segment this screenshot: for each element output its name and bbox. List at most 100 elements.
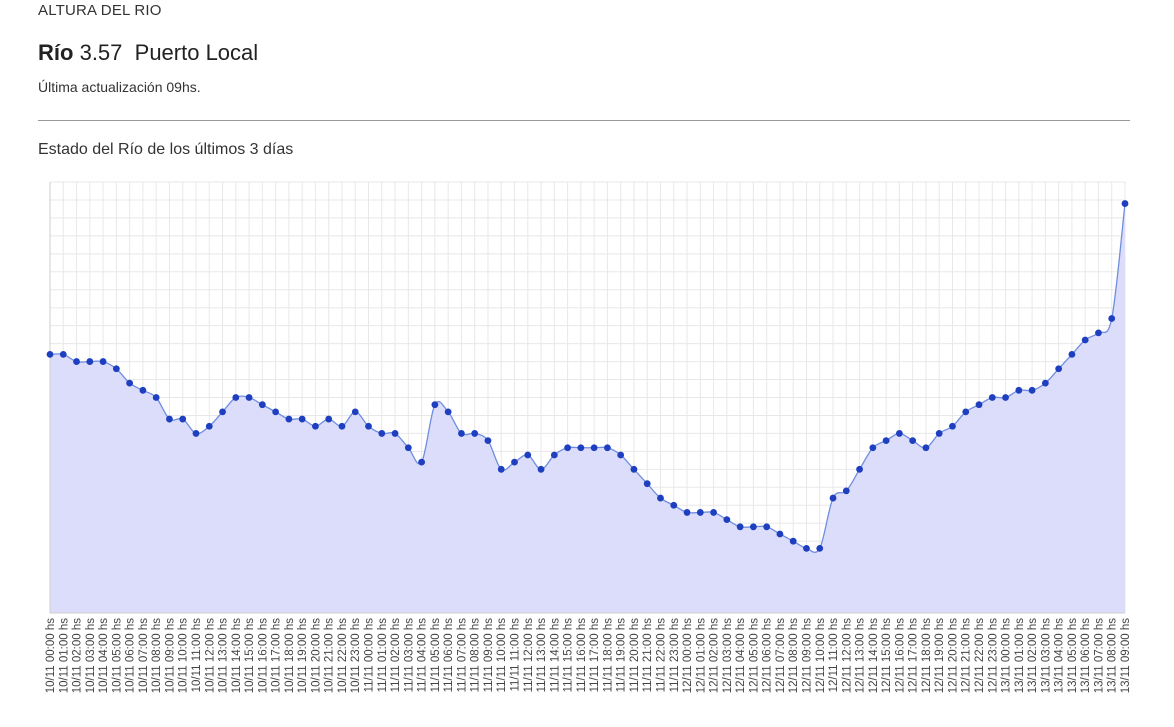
x-tick-label: 12/11 09:00 hs	[801, 618, 813, 693]
data-point	[617, 451, 625, 459]
x-tick-label: 10/11 12:00 hs	[204, 618, 216, 693]
data-point	[298, 415, 306, 423]
data-point	[232, 394, 240, 401]
x-tick-label: 13/11 09:00 hs	[1120, 618, 1132, 693]
x-tick-label: 11/11 04:00 hs	[417, 618, 429, 693]
river-label: Río	[38, 40, 74, 65]
x-tick-label: 13/11 03:00 hs	[1040, 618, 1052, 693]
x-tick-label: 12/11 17:00 hs	[908, 618, 920, 693]
x-tick-label: 13/11 06:00 hs	[1080, 618, 1092, 693]
data-point	[803, 544, 810, 552]
data-point	[1108, 315, 1116, 322]
x-tick-label: 12/11 18:00 hs	[921, 618, 933, 693]
x-tick-label: 10/11 17:00 hs	[271, 618, 283, 693]
x-tick-label: 11/11 11:00 hs	[510, 618, 522, 692]
x-tick-label: 10/11 18:00 hs	[284, 618, 296, 693]
data-point	[670, 501, 678, 509]
x-tick-label: 13/11 07:00 hs	[1093, 618, 1105, 693]
x-tick-label: 11/11 01:00 hs	[377, 618, 389, 693]
data-point	[988, 394, 996, 401]
data-point	[418, 458, 426, 466]
data-point	[179, 415, 187, 423]
data-point	[869, 444, 877, 452]
area-fill	[50, 203, 1125, 614]
data-point	[949, 422, 956, 430]
data-point	[152, 394, 160, 401]
data-point	[736, 523, 744, 531]
river-location: Puerto Local	[134, 40, 259, 65]
river-level-headline: Río 3.57 Puerto Local	[38, 40, 258, 66]
x-tick-label: 11/11 22:00 hs	[655, 618, 667, 693]
data-point	[604, 444, 611, 452]
x-tick-label: 12/11 23:00 hs	[987, 618, 999, 693]
data-point	[909, 437, 917, 444]
data-point	[126, 379, 134, 387]
x-tick-label: 13/11 00:00 hs	[1001, 618, 1013, 693]
data-point	[683, 509, 691, 516]
data-point	[564, 444, 571, 452]
data-point	[962, 408, 970, 416]
data-point	[816, 544, 824, 552]
data-point	[312, 422, 319, 430]
x-tick-label: 12/11 21:00 hs	[961, 618, 973, 693]
x-tick-label: 10/11 09:00 hs	[164, 618, 176, 693]
x-tick-label: 10/11 19:00 hs	[297, 618, 309, 693]
x-tick-label: 12/11 13:00 hs	[855, 618, 867, 693]
data-point	[511, 458, 518, 466]
section-label: ALTURA DEL RIO	[38, 2, 162, 19]
x-tick-label: 10/11 11:00 hs	[191, 618, 203, 693]
x-tick-label: 12/11 07:00 hs	[775, 618, 787, 693]
x-tick-label: 10/11 00:00 hs	[45, 618, 57, 693]
x-tick-label: 10/11 03:00 hs	[85, 618, 97, 693]
x-tick-label: 10/11 16:00 hs	[257, 618, 269, 693]
x-tick-label: 11/11 17:00 hs	[589, 618, 601, 693]
x-tick-label: 10/11 22:00 hs	[337, 618, 349, 693]
data-point	[166, 415, 173, 423]
x-tick-label: 12/11 05:00 hs	[748, 618, 760, 693]
x-tick-label: 10/11 13:00 hs	[218, 618, 230, 693]
x-tick-label: 13/11 02:00 hs	[1027, 618, 1039, 693]
data-point	[1002, 394, 1009, 401]
data-point	[1055, 365, 1063, 373]
x-tick-label: 10/11 15:00 hs	[244, 618, 256, 693]
x-tick-label: 10/11 07:00 hs	[138, 618, 150, 693]
x-tick-label: 11/11 07:00 hs	[456, 618, 468, 693]
x-tick-label: 13/11 08:00 hs	[1107, 618, 1119, 693]
x-tick-label: 11/11 12:00 hs	[523, 618, 535, 693]
x-tick-label: 12/11 19:00 hs	[934, 618, 946, 693]
data-point	[458, 430, 465, 437]
data-point	[112, 365, 120, 373]
data-point	[86, 358, 94, 365]
data-point	[139, 386, 147, 394]
x-tick-label: 12/11 02:00 hs	[709, 618, 721, 693]
x-tick-label: 11/11 15:00 hs	[563, 618, 575, 693]
x-tick-label: 10/11 20:00 hs	[310, 618, 322, 693]
data-point	[497, 465, 505, 473]
chart-title: Estado del Río de los últimos 3 días	[38, 141, 294, 158]
data-point	[922, 444, 930, 452]
x-tick-label: 12/11 10:00 hs	[815, 618, 827, 693]
x-tick-label: 11/11 14:00 hs	[549, 618, 561, 693]
x-tick-label: 11/11 20:00 hs	[629, 618, 641, 693]
x-tick-label: 11/11 18:00 hs	[602, 618, 614, 693]
data-point	[325, 415, 333, 423]
river-level-value: 3.57	[79, 40, 123, 65]
x-tick-label: 12/11 12:00 hs	[841, 618, 853, 693]
x-tick-label: 10/11 14:00 hs	[231, 618, 243, 693]
x-tick-label: 12/11 06:00 hs	[762, 618, 774, 693]
x-tick-label: 12/11 04:00 hs	[735, 618, 747, 693]
x-tick-label: 11/11 02:00 hs	[390, 618, 402, 693]
x-tick-label: 10/11 04:00 hs	[98, 618, 110, 693]
x-tick-label: 10/11 02:00 hs	[72, 618, 84, 693]
x-tick-label: 12/11 15:00 hs	[881, 618, 893, 693]
data-point	[431, 401, 439, 409]
last-update-text: Última actualización 09hs.	[38, 79, 201, 95]
x-tick-label: 11/11 21:00 hs	[642, 618, 654, 693]
x-tick-label: 10/11 06:00 hs	[125, 618, 137, 693]
data-point	[630, 465, 638, 473]
data-point	[484, 437, 492, 444]
data-point	[73, 358, 80, 365]
x-tick-label: 12/11 11:00 hs	[828, 618, 840, 693]
data-point	[1081, 336, 1089, 344]
x-tick-label: 12/11 20:00 hs	[947, 618, 959, 693]
